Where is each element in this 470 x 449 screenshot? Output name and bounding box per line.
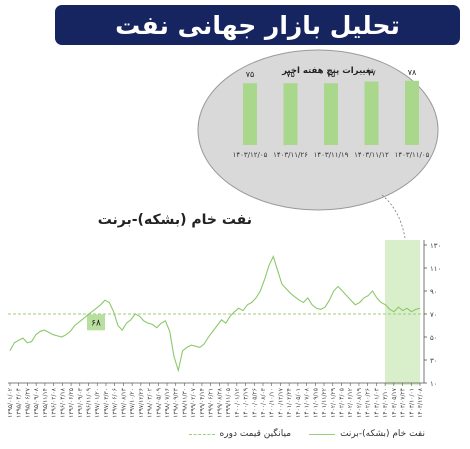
x-tick-label: ۱۳۹۶/۰۲/۰۸ (51, 387, 58, 418)
x-tick-label: ۱۴۰۰/۰۱/۱۲ (234, 388, 241, 418)
x-tick-label: ۱۳۹۵/۰۹/۰۸ (33, 387, 40, 418)
x-tick-label: ۱۳۹۷/۰۳/۳۰ (103, 388, 110, 418)
x-tick-label: ۱۳۹۹/۰۴/۱۴ (199, 388, 206, 418)
x-tick-label: ۱۴۰۱/۰۹/۱۵ (312, 388, 319, 418)
x-tick-label: ۱۳۹۶/۰۴/۱۸ (59, 387, 66, 418)
x-tick-label: ۱۳۹۹/۰۶/۲۱ (208, 388, 215, 418)
x-tick-label: ۱۳۹۸/۰۳/۰۲ (147, 388, 154, 418)
x-tick-label: ۱۴۰۱/۰۷/۰۸ (304, 387, 311, 418)
highlight-region (385, 240, 420, 385)
line-chart-title: نفت خام (بشکه)-برنت (97, 212, 252, 228)
x-tick-label: ۱۳۹۹/۰۲/۰۷ (190, 387, 197, 418)
x-tick-label: ۱۴۰۳/۱۲/۰۸ (417, 387, 424, 418)
legend-average-label: میانگین قیمت دوره (219, 429, 292, 439)
x-tick-label: ۱۴۰۰/۰۳/۱۹ (243, 388, 250, 418)
x-tick-label: ۱۳۹۸/۰۷/۱۶ (164, 388, 171, 418)
legend-dashed-swatch (188, 433, 215, 435)
x-tick-label: ۱۳۹۷/۱۲/۲۶ (138, 388, 145, 418)
x-tick-label: ۱۳۹۵/۰۶/۲۷ (24, 387, 31, 418)
x-tick-label: ۱۳۹۷/۰۸/۱۳ (120, 387, 127, 418)
x-tick-label: ۱۳۹۶/۰۶/۲۵ (68, 388, 75, 418)
x-tick-label: ۱۴۰۳/۰۳/۱۰ (382, 388, 389, 418)
x-tick-label: ۱۳۹۵/۱۱/۱۴ (42, 388, 49, 418)
y-tick-label: ۱۱۰ (430, 265, 441, 273)
x-tick-label: ۱۳۹۸/۰۹/۲۳ (173, 387, 180, 418)
y-tick-label: ۷۰ (430, 311, 438, 319)
legend-item-brent: نفت خام (بشکه)-برنت (309, 429, 425, 439)
y-tick-label: ۱۳۰ (430, 242, 441, 250)
x-tick-label: ۱۴۰۳/۱۰/۰۱ (408, 388, 415, 418)
y-tick-label: ۱۰ (430, 380, 438, 388)
x-tick-label: ۱۴۰۲/۰۶/۱۲ (347, 388, 354, 418)
x-tick-label: ۱۳۹۸/۱۱/۳۰ (181, 388, 188, 418)
x-tick-label: ۱۳۹۷/۰۶/۰۶ (112, 388, 119, 418)
x-tick-label: ۱۴۰۳/۰۵/۱۷ (391, 387, 398, 418)
x-tick-label: ۱۴۰۱/۰۲/۲۴ (286, 388, 293, 418)
x-tick-label: ۱۳۹۵/۰۴/۰۴ (16, 388, 23, 418)
brent-series-line (9, 254, 421, 373)
page-title: تحلیل بازار جهانی نفت (115, 10, 400, 40)
x-tick-label: ۱۳۹۸/۰۵/۰۹ (155, 388, 162, 418)
x-tick-label: ۱۴۰۲/۰۱/۲۹ (330, 388, 337, 418)
chart-legend: نفت خام (بشکه)-برنت میانگین قیمت دوره (95, 426, 425, 442)
x-tick-label: ۱۴۰۱/۱۱/۲۲ (321, 388, 328, 418)
x-tick-label: ۱۴۰۰/۰۸/۰۳ (260, 387, 267, 418)
y-tick-label: ۵۰ (430, 334, 438, 342)
x-tick-label: ۱۴۰۳/۰۱/۰۳ (373, 387, 380, 418)
x-tick-label: ۱۴۰۰/۱۲/۱۷ (277, 387, 284, 418)
x-tick-label: ۱۳۹۷/۱۰/۲۰ (129, 388, 136, 418)
x-tick-label: ۱۴۰۲/۰۸/۱۹ (356, 388, 363, 418)
x-tick-label: ۱۴۰۲/۰۴/۰۵ (338, 388, 345, 418)
x-tick-label: ۱۴۰۰/۰۵/۲۶ (251, 388, 258, 418)
legend-item-average: میانگین قیمت دوره (188, 429, 292, 439)
x-tick-label: ۱۴۰۳/۰۷/۲۴ (400, 388, 407, 418)
x-tick-label: ۱۳۹۶/۰۹/۰۳ (77, 387, 84, 418)
y-tick-label: ۳۰ (430, 357, 438, 365)
annotation-label: ۶۸ (91, 318, 101, 328)
x-tick-label: ۱۳۹۶/۱۱/۰۹ (86, 388, 93, 418)
x-tick-label: ۱۴۰۱/۰۵/۰۱ (295, 388, 302, 418)
x-tick-label: ۱۴۰۲/۱۰/۲۶ (365, 388, 372, 418)
page-title-banner: تحلیل بازار جهانی نفت (55, 5, 460, 45)
annotation-box (87, 314, 105, 331)
x-tick-label: ۱۳۹۹/۰۸/۲۸ (216, 387, 223, 418)
x-tick-label: ۱۳۹۷/۰۱/۲۰ (94, 388, 101, 418)
legend-brent-label: نفت خام (بشکه)-برنت (340, 429, 425, 439)
y-tick-label: ۹۰ (430, 288, 438, 296)
x-tick-label: ۱۳۹۹/۱۱/۰۵ (225, 388, 232, 418)
x-tick-label: ۱۳۹۵/۰۱/۰۲ (7, 388, 14, 418)
x-tick-label: ۱۴۰۰/۱۰/۱۰ (269, 388, 276, 418)
legend-solid-swatch (309, 433, 336, 435)
